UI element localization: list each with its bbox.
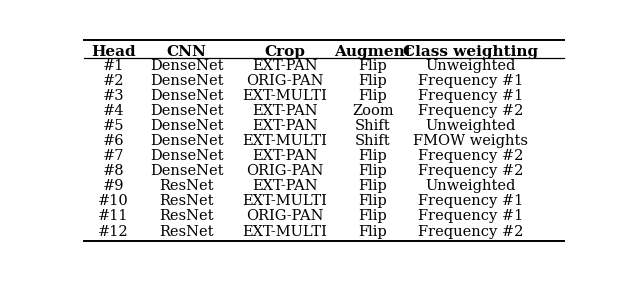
Text: Frequency #1: Frequency #1 xyxy=(418,194,523,208)
Text: Flip: Flip xyxy=(358,209,387,223)
Text: #12: #12 xyxy=(98,225,128,238)
Text: Flip: Flip xyxy=(358,194,387,208)
Text: Unweighted: Unweighted xyxy=(426,179,516,193)
Text: Flip: Flip xyxy=(358,74,387,88)
Text: DenseNet: DenseNet xyxy=(150,74,224,88)
Text: Frequency #2: Frequency #2 xyxy=(418,225,523,238)
Text: Class weighting: Class weighting xyxy=(403,45,538,58)
Text: #1: #1 xyxy=(102,59,124,73)
Text: Frequency #1: Frequency #1 xyxy=(418,89,523,103)
Text: DenseNet: DenseNet xyxy=(150,59,224,73)
Text: Flip: Flip xyxy=(358,89,387,103)
Text: #9: #9 xyxy=(102,179,124,193)
Text: Flip: Flip xyxy=(358,179,387,193)
Text: EXT-PAN: EXT-PAN xyxy=(252,59,317,73)
Text: #7: #7 xyxy=(102,149,124,163)
Text: ResNet: ResNet xyxy=(159,179,214,193)
Text: Frequency #2: Frequency #2 xyxy=(418,104,523,118)
Text: FMOW weights: FMOW weights xyxy=(413,134,528,148)
Text: Crop: Crop xyxy=(264,45,305,58)
Text: #5: #5 xyxy=(102,119,124,133)
Text: EXT-PAN: EXT-PAN xyxy=(252,149,317,163)
Text: DenseNet: DenseNet xyxy=(150,119,224,133)
Text: Frequency #1: Frequency #1 xyxy=(418,74,523,88)
Text: #8: #8 xyxy=(102,164,124,178)
Text: Unweighted: Unweighted xyxy=(426,59,516,73)
Text: Unweighted: Unweighted xyxy=(426,119,516,133)
Text: EXT-MULTI: EXT-MULTI xyxy=(242,89,327,103)
Text: Zoom: Zoom xyxy=(352,104,394,118)
Text: EXT-PAN: EXT-PAN xyxy=(252,104,317,118)
Text: DenseNet: DenseNet xyxy=(150,104,224,118)
Text: EXT-MULTI: EXT-MULTI xyxy=(242,225,327,238)
Text: ORIG-PAN: ORIG-PAN xyxy=(246,209,324,223)
Text: ORIG-PAN: ORIG-PAN xyxy=(246,164,324,178)
Text: Frequency #2: Frequency #2 xyxy=(418,164,523,178)
Text: DenseNet: DenseNet xyxy=(150,164,224,178)
Text: #6: #6 xyxy=(102,134,124,148)
Text: ORIG-PAN: ORIG-PAN xyxy=(246,74,324,88)
Text: Augment: Augment xyxy=(334,45,412,58)
Text: EXT-PAN: EXT-PAN xyxy=(252,179,317,193)
Text: CNN: CNN xyxy=(167,45,207,58)
Text: Flip: Flip xyxy=(358,225,387,238)
Text: Flip: Flip xyxy=(358,59,387,73)
Text: Head: Head xyxy=(91,45,136,58)
Text: Flip: Flip xyxy=(358,164,387,178)
Text: EXT-PAN: EXT-PAN xyxy=(252,119,317,133)
Text: EXT-MULTI: EXT-MULTI xyxy=(242,134,327,148)
Text: Frequency #2: Frequency #2 xyxy=(418,149,523,163)
Text: ResNet: ResNet xyxy=(159,209,214,223)
Text: #10: #10 xyxy=(98,194,129,208)
Text: ResNet: ResNet xyxy=(159,194,214,208)
Text: DenseNet: DenseNet xyxy=(150,89,224,103)
Text: Shift: Shift xyxy=(355,134,391,148)
Text: Shift: Shift xyxy=(355,119,391,133)
Text: #2: #2 xyxy=(102,74,124,88)
Text: Frequency #1: Frequency #1 xyxy=(418,209,523,223)
Text: ResNet: ResNet xyxy=(159,225,214,238)
Text: #4: #4 xyxy=(102,104,124,118)
Text: DenseNet: DenseNet xyxy=(150,149,224,163)
Text: EXT-MULTI: EXT-MULTI xyxy=(242,194,327,208)
Text: Flip: Flip xyxy=(358,149,387,163)
Text: #11: #11 xyxy=(98,209,128,223)
Text: #3: #3 xyxy=(102,89,124,103)
Text: DenseNet: DenseNet xyxy=(150,134,224,148)
